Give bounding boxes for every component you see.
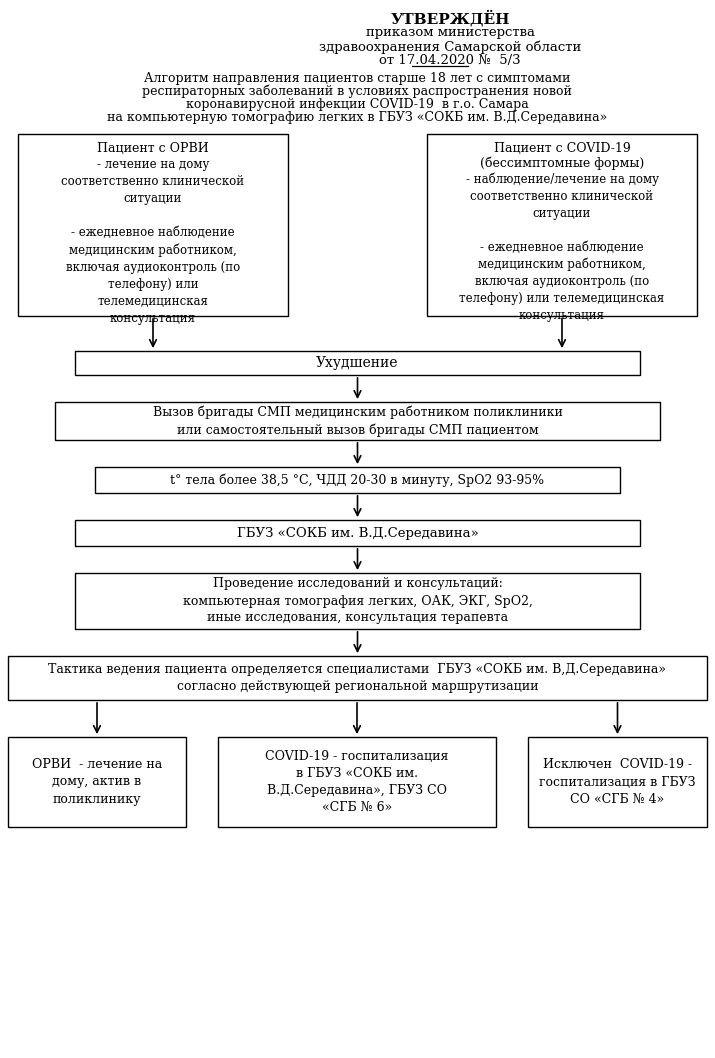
Text: респираторных заболеваний в условиях распространения новой: респираторных заболеваний в условиях рас… — [142, 85, 572, 98]
Text: коронавирусной инфекции COVID-19  в г.о. Самара: коронавирусной инфекции COVID-19 в г.о. … — [186, 98, 528, 111]
Bar — [18, 134, 288, 316]
Text: приказом министерства: приказом министерства — [365, 26, 535, 39]
Text: Проведение исследований и консультаций:
компьютерная томография легких, ОАК, ЭКГ: Проведение исследований и консультаций: … — [182, 578, 533, 624]
Text: - лечение на дому
соответственно клинической
ситуации

- ежедневное наблюдение
м: - лечение на дому соответственно клиниче… — [61, 158, 245, 325]
Bar — [528, 737, 707, 827]
Text: здравоохранения Самарской области: здравоохранения Самарской области — [319, 40, 581, 54]
Bar — [218, 737, 496, 827]
Text: t° тела более 38,5 °С, ЧДД 20-30 в минуту, SpO2 93-95%: t° тела более 38,5 °С, ЧДД 20-30 в минут… — [170, 473, 545, 487]
Bar — [55, 402, 660, 440]
Text: COVID-19 - госпитализация
в ГБУЗ «СОКБ им.
В.Д.Середавина», ГБУЗ СО
«СГБ № 6»: COVID-19 - госпитализация в ГБУЗ «СОКБ и… — [265, 750, 449, 814]
Bar — [427, 134, 697, 316]
Bar — [95, 467, 620, 493]
Text: - наблюдение/лечение на дому
соответственно клинической
ситуации

- ежедневное н: - наблюдение/лечение на дому соответстве… — [459, 172, 665, 323]
Text: Пациент с COVID-19: Пациент с COVID-19 — [493, 142, 631, 156]
Text: на компьютерную томографию легких в ГБУЗ «СОКБ им. В.Д.Середавина»: на компьютерную томографию легких в ГБУЗ… — [107, 111, 607, 124]
Bar — [8, 656, 707, 700]
Text: Тактика ведения пациента определяется специалистами  ГБУЗ «СОКБ им. В,Д.Середави: Тактика ведения пациента определяется сп… — [49, 663, 666, 693]
Text: ГБУЗ «СОКБ им. В.Д.Середавина»: ГБУЗ «СОКБ им. В.Д.Середавина» — [237, 527, 478, 540]
Text: Исключен  COVID-19 -
госпитализация в ГБУЗ
СО «СГБ № 4»: Исключен COVID-19 - госпитализация в ГБУ… — [539, 759, 696, 805]
Text: (бессимптомные формы): (бессимптомные формы) — [480, 156, 644, 169]
Bar — [75, 519, 640, 546]
Text: Алгоритм направления пациентов старше 18 лет с симптомами: Алгоритм направления пациентов старше 18… — [144, 72, 570, 85]
Text: УТВЕРЖДЁН: УТВЕРЖДЁН — [390, 10, 510, 26]
Text: Пациент с ОРВИ: Пациент с ОРВИ — [97, 142, 209, 156]
Text: Ухудшение: Ухудшение — [316, 355, 399, 370]
Text: от 17.04.2020 №  5/3: от 17.04.2020 № 5/3 — [379, 54, 521, 67]
Bar — [8, 737, 186, 827]
Bar — [75, 351, 640, 375]
Text: Вызов бригады СМП медицинским работником поликлиники
или самостоятельный вызов б: Вызов бригады СМП медицинским работником… — [152, 405, 563, 437]
Text: ОРВИ  - лечение на
дому, актив в
поликлинику: ОРВИ - лечение на дому, актив в поликлин… — [32, 759, 162, 805]
Bar — [75, 573, 640, 630]
